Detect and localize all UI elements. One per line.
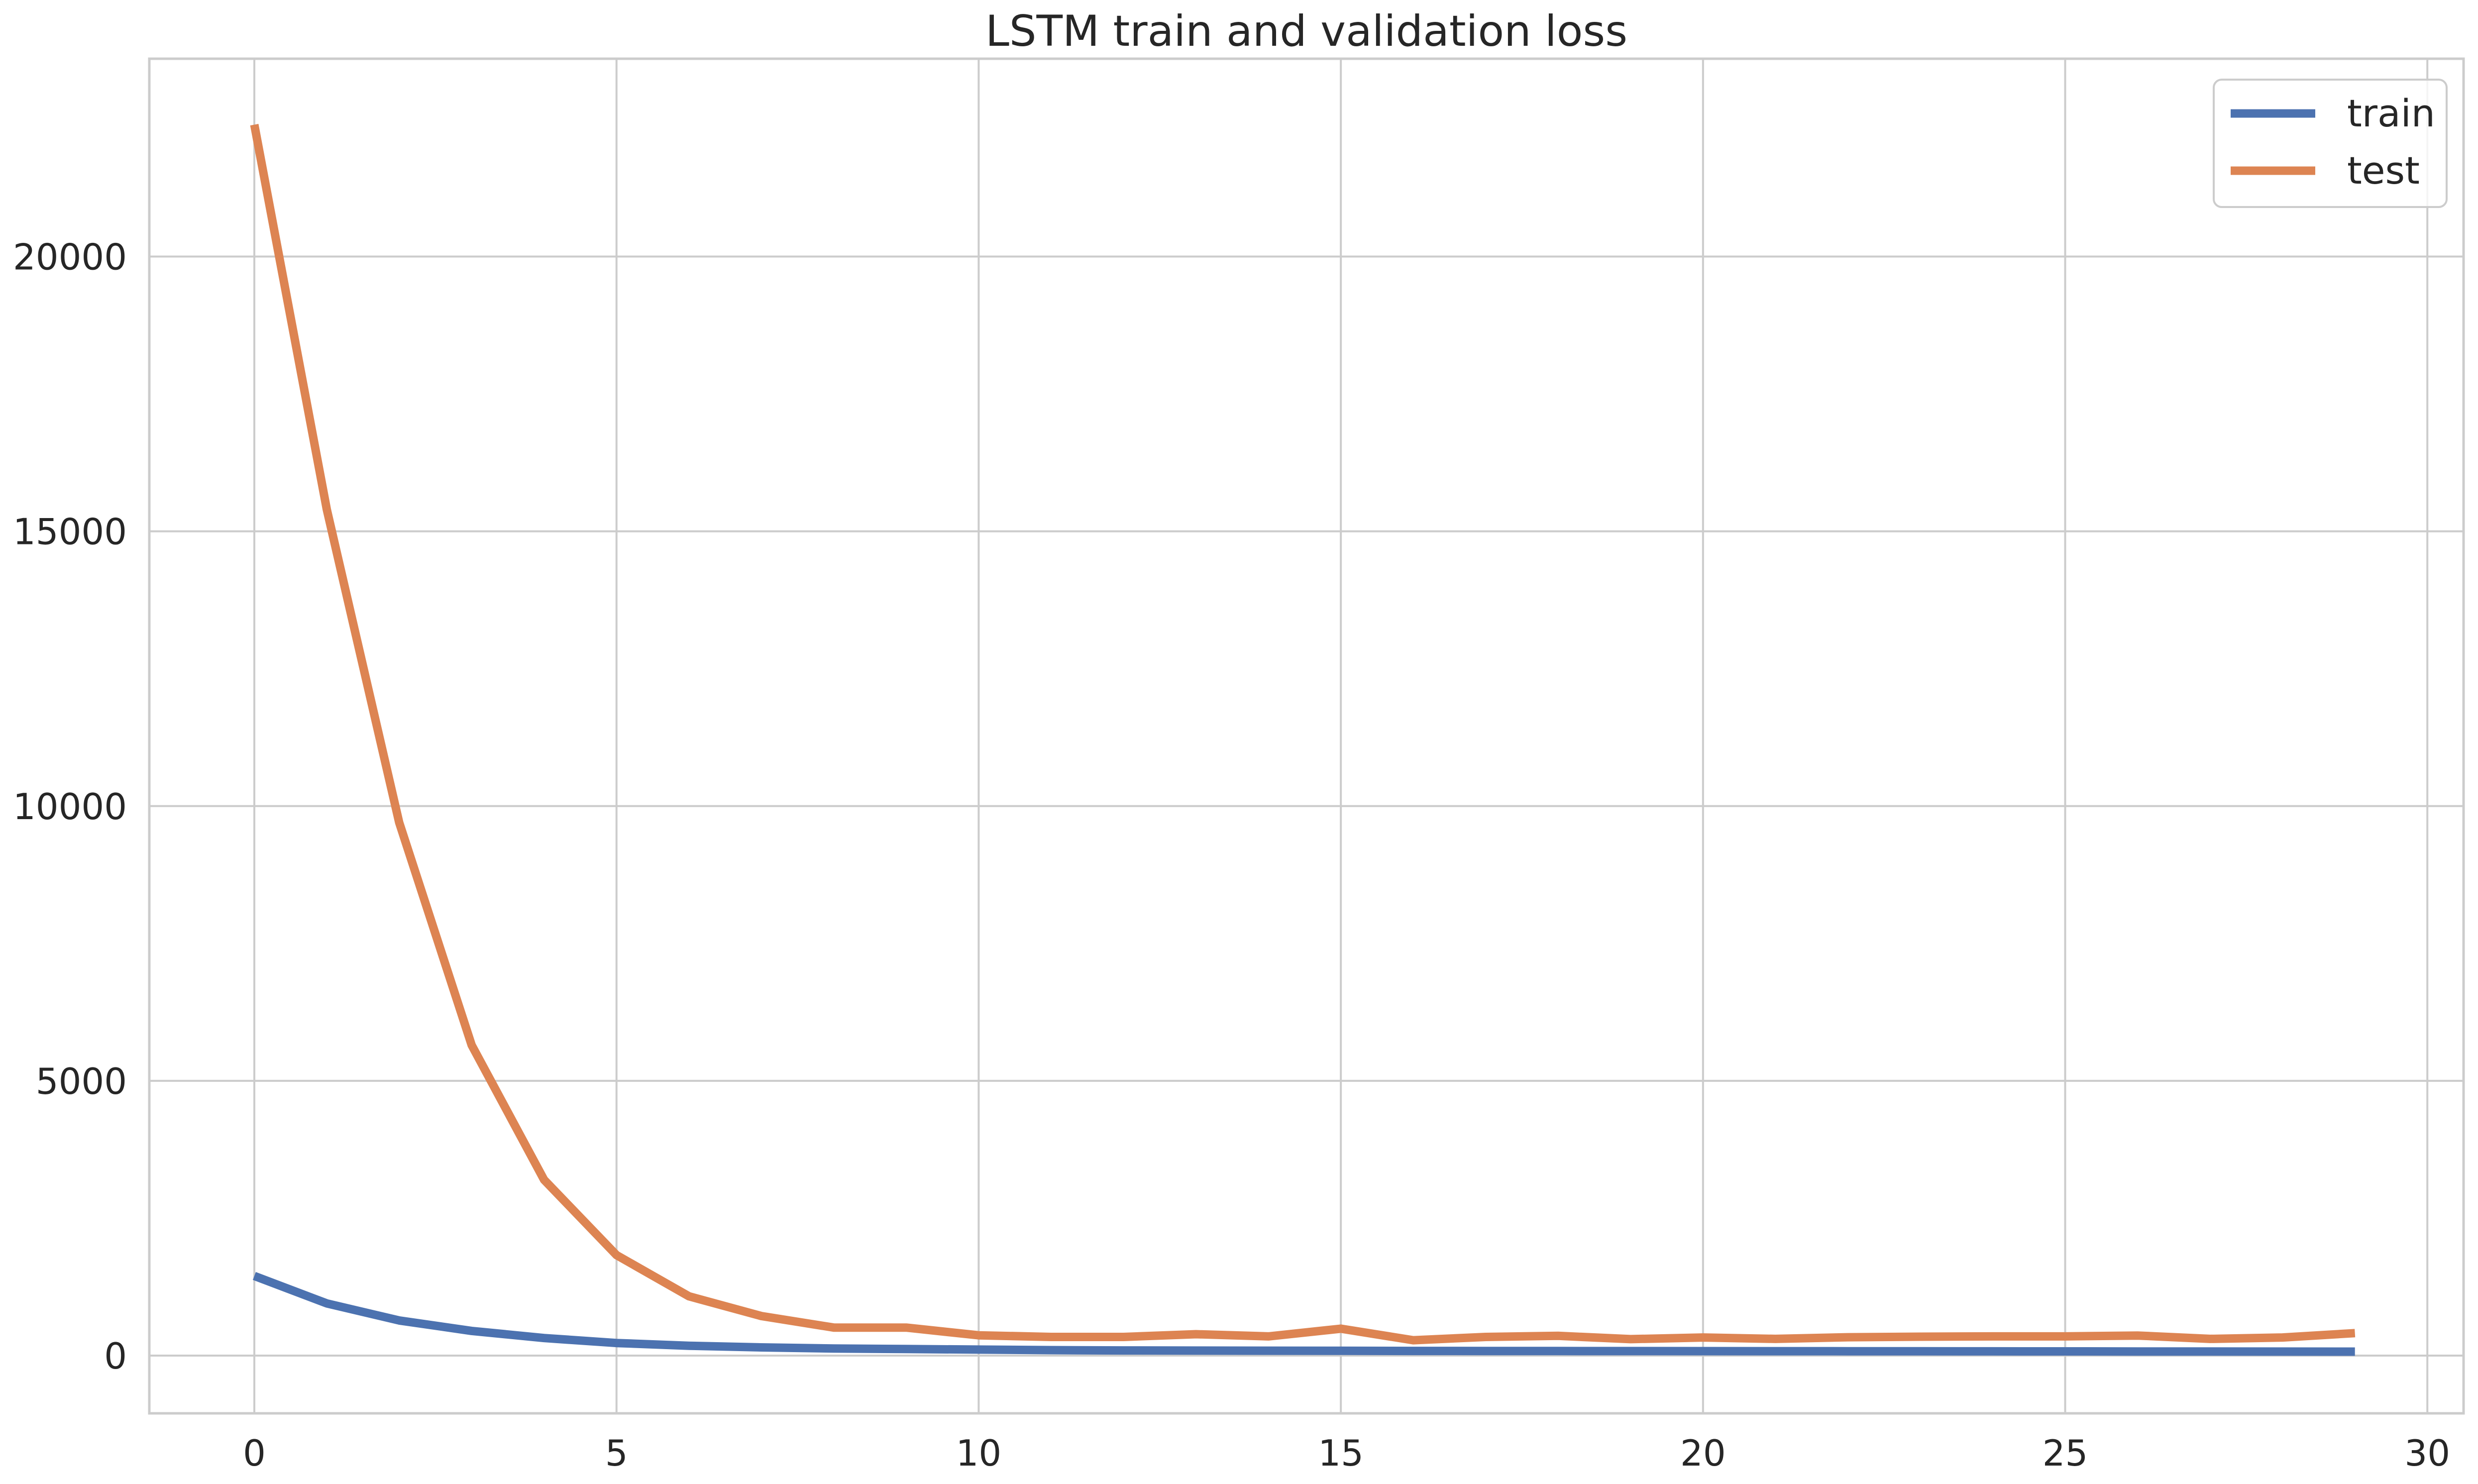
x-tick-label: 25 xyxy=(2043,1432,2088,1474)
series-line-test xyxy=(250,123,2356,1345)
x-tick-label: 15 xyxy=(1318,1432,1364,1474)
y-tick-label: 15000 xyxy=(13,511,127,553)
x-tick-label: 10 xyxy=(956,1432,1002,1474)
y-tick-label: 5000 xyxy=(36,1060,127,1102)
series-line-train xyxy=(252,1272,2355,1356)
x-tick-label: 5 xyxy=(605,1432,628,1474)
x-tick-label: 30 xyxy=(2404,1432,2450,1474)
y-tick-label: 0 xyxy=(104,1335,127,1377)
x-tick-label: 0 xyxy=(243,1432,266,1474)
legend: train test xyxy=(2213,79,2448,208)
x-tick-labels: 0 5 10 15 20 25 30 xyxy=(243,1432,2450,1474)
plot-frame xyxy=(148,57,2465,1415)
series-group xyxy=(250,123,2356,1356)
y-tick-label: 10000 xyxy=(13,786,127,828)
x-tick-label: 20 xyxy=(1680,1432,1726,1474)
grid xyxy=(149,59,2464,1413)
chart-title: LSTM train and validation loss xyxy=(985,6,1627,56)
legend-label-train: train xyxy=(2347,91,2435,135)
y-tick-labels: 0 5000 10000 15000 20000 xyxy=(13,236,127,1378)
legend-label-test: test xyxy=(2347,148,2420,193)
y-tick-label: 20000 xyxy=(13,236,127,278)
